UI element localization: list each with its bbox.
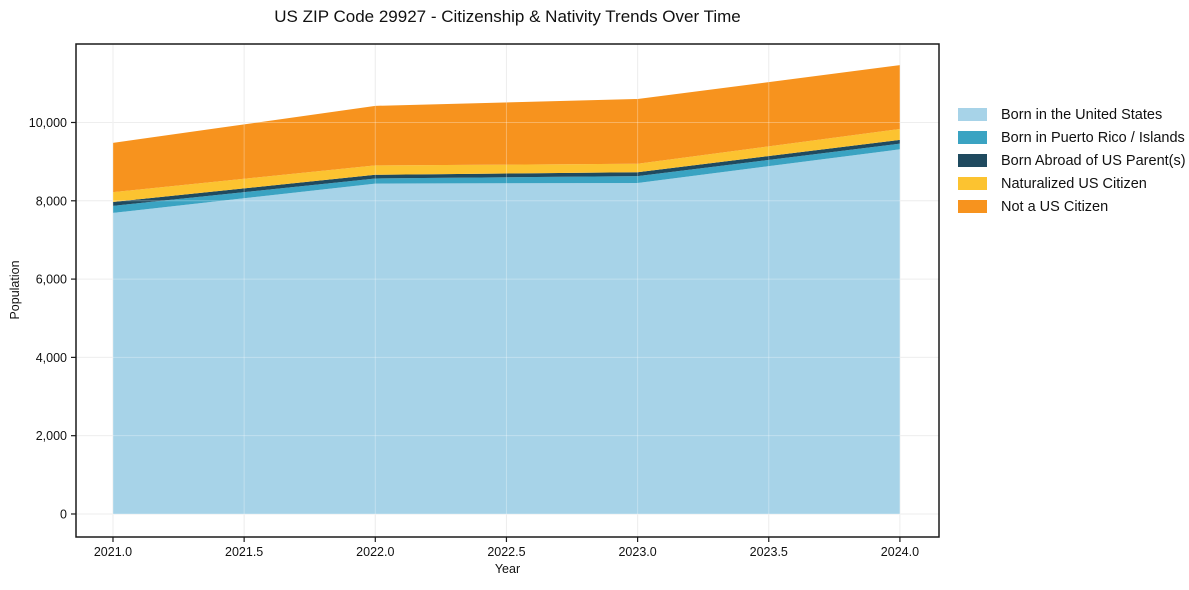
x-tick-label: 2021.0 <box>94 545 132 559</box>
legend-label: Born in Puerto Rico / Islands <box>1001 129 1185 146</box>
y-tick-label: 6,000 <box>36 273 67 287</box>
legend-label: Born Abroad of US Parent(s) <box>1001 152 1186 169</box>
legend-label: Born in the United States <box>1001 106 1163 123</box>
x-tick-label: 2022.0 <box>356 545 394 559</box>
chart-legend: Born in the United States Born in Puerto … <box>958 103 1186 218</box>
legend-swatch <box>958 177 987 190</box>
x-tick-label: 2023.0 <box>618 545 656 559</box>
legend-item: Born in Puerto Rico / Islands <box>958 126 1186 149</box>
legend-swatch <box>958 200 987 213</box>
legend-item: Born Abroad of US Parent(s) <box>958 149 1186 172</box>
y-axis-label: Population <box>8 260 22 320</box>
area-series-4 <box>112 65 900 193</box>
legend-label: Naturalized US Citizen <box>1001 175 1147 192</box>
x-tick-label: 2024.0 <box>881 545 919 559</box>
x-tick-label: 2021.5 <box>225 545 263 559</box>
legend-swatch <box>958 154 987 167</box>
x-tick-label: 2023.5 <box>750 545 788 559</box>
chart-title: US ZIP Code 29927 - Citizenship & Nativi… <box>274 7 741 26</box>
y-tick-label: 8,000 <box>36 194 67 208</box>
y-tick-label: 0 <box>60 507 67 521</box>
y-tick-label: 10,000 <box>29 116 67 130</box>
legend-swatch <box>958 108 987 121</box>
area-series-1 <box>112 143 900 213</box>
y-tick-label: 4,000 <box>36 351 67 365</box>
x-tick-label: 2022.5 <box>487 545 525 559</box>
plot-frame <box>75 43 940 538</box>
area-series-0 <box>112 149 900 514</box>
legend-item: Naturalized US Citizen <box>958 172 1186 195</box>
legend-swatch <box>958 131 987 144</box>
legend-item: Born in the United States <box>958 103 1186 126</box>
legend-label: Not a US Citizen <box>1001 198 1109 215</box>
legend-item: Not a US Citizen <box>958 195 1186 218</box>
y-tick-label: 2,000 <box>36 429 67 443</box>
area-series-3 <box>112 128 900 202</box>
x-axis-label: Year <box>494 562 521 576</box>
